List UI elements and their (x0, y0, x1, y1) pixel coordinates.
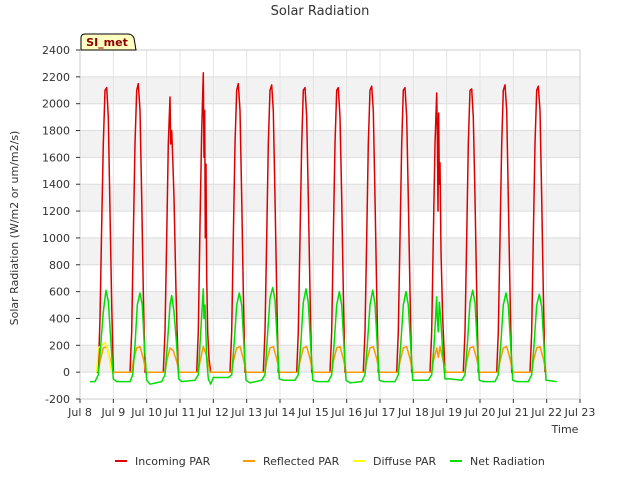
legend-label-3: Net Radiation (470, 455, 545, 468)
x-tick-label: Jul 11 (164, 406, 196, 419)
x-tick-label: Jul 23 (564, 406, 596, 419)
grid-band (80, 237, 580, 265)
x-tick-label: Jul 12 (197, 406, 229, 419)
badge-box (80, 33, 137, 51)
y-axis: -200 0 200 400 600 800 1000 1200 1400 1600 1800 200… (42, 44, 80, 406)
x-tick-label: Jul 19 (430, 406, 462, 419)
y-tick-label: 2400 (42, 44, 70, 57)
legend: Incoming PAR Reflected PAR Diffuse PAR Net … (115, 455, 545, 468)
x-tick-label: Jul 15 (297, 406, 329, 419)
y-tick-label: 600 (49, 286, 70, 299)
legend-label-1: Reflected PAR (263, 455, 340, 468)
x-tick-label: Jul 17 (364, 406, 396, 419)
grid-band (80, 291, 580, 319)
legend-label-0: Incoming PAR (135, 455, 211, 468)
grid-band (80, 76, 580, 104)
series-line-2 (95, 341, 113, 373)
y-tick-label: 2000 (42, 98, 70, 111)
y-tick-label: 1000 (42, 232, 70, 245)
y-tick-label: 200 (49, 339, 70, 352)
y-axis-label: Solar Radiation (W/m2 or um/m2/s) (8, 131, 21, 326)
x-tick-label: Jul 13 (230, 406, 262, 419)
grid-band (80, 184, 580, 212)
si-met-badge: SI_met (80, 33, 137, 51)
y-tick-label: 1800 (42, 125, 70, 138)
y-tick-label: 0 (63, 366, 70, 379)
chart-title: Solar Radiation (271, 4, 370, 19)
series-line-0 (96, 72, 546, 373)
y-tick-label: 1600 (42, 151, 70, 164)
x-tick-label: Jul 14 (264, 406, 296, 419)
y-tick-label: 1400 (42, 178, 70, 191)
badge-label: SI_met (86, 36, 128, 49)
x-tick-label: Jul 21 (497, 406, 529, 419)
series-line-3 (90, 286, 557, 385)
grid-band (80, 130, 580, 158)
x-tick-label: Jul 16 (330, 406, 362, 419)
x-axis-label: Time (551, 423, 579, 436)
y-tick-label: 400 (49, 312, 70, 325)
y-tick-label: -200 (45, 393, 70, 406)
y-tick-label: 1200 (42, 205, 70, 218)
legend-label-2: Diffuse PAR (373, 455, 437, 468)
x-tick-label: Jul 18 (397, 406, 429, 419)
x-tick-label: Jul 8 (67, 406, 92, 419)
x-axis: Jul 8 Jul 9 Jul 10 Jul 11 Jul 12 Jul 13 Jul 14… (67, 399, 595, 419)
plot-background (80, 50, 580, 399)
x-tick-label: Jul 10 (130, 406, 162, 419)
x-tick-label: Jul 9 (100, 406, 125, 419)
y-tick-label: 800 (49, 259, 70, 272)
x-tick-label: Jul 22 (530, 406, 562, 419)
x-tick-label: Jul 20 (464, 406, 496, 419)
y-tick-label: 2200 (42, 71, 70, 84)
plot-area (79, 49, 581, 400)
plot-frame (79, 49, 581, 400)
series-group (90, 72, 557, 385)
